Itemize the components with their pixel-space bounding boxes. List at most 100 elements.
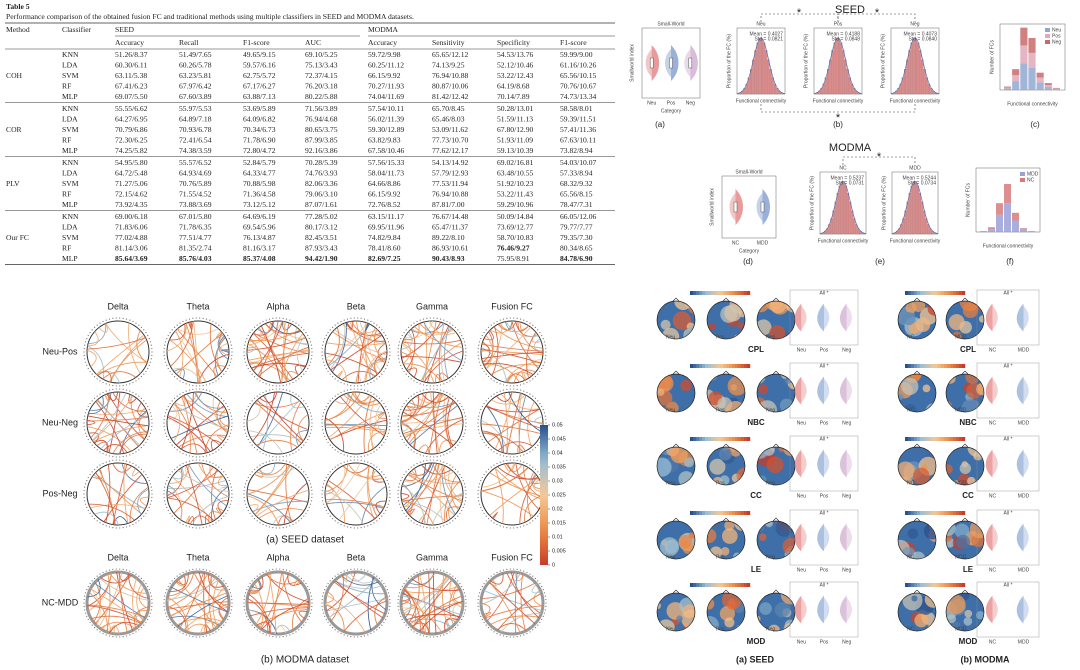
violin: [801, 451, 807, 476]
table-header: SEED: [115, 25, 135, 34]
electrode-dot: [108, 526, 111, 528]
electrode-dot: [176, 575, 178, 577]
electrode-dot: [403, 621, 405, 624]
mini-colorbar: [944, 364, 948, 368]
electrode-dot: [487, 326, 490, 328]
electrode-dot: [176, 629, 178, 631]
electrode-dot: [87, 618, 89, 621]
electrode-dot: [112, 456, 114, 458]
panel-label: (f): [1006, 257, 1014, 266]
electrode-dot: [487, 468, 490, 470]
table-cell: 69.54/5.96: [243, 222, 276, 231]
electrode-dot: [321, 493, 323, 495]
topomap-blob: [759, 602, 772, 615]
significance-label: All *: [1004, 582, 1013, 588]
chord-link: [371, 577, 387, 611]
electrode-dot: [513, 459, 515, 461]
topomap-blob: [768, 624, 780, 631]
electrode-dot: [229, 432, 232, 434]
hist-bar: [844, 59, 847, 95]
hist-xlabel: Functional connectivity: [818, 238, 869, 244]
table-cell: 53.09/11.62: [432, 125, 468, 134]
electrode-dot: [285, 635, 288, 637]
chord-link: [341, 575, 379, 586]
table-cell: 82.06/3.36: [305, 179, 338, 188]
electrode-dot: [195, 317, 197, 319]
electrode-dot: [262, 571, 264, 574]
mini-colorbar: [953, 437, 957, 441]
electrode-dot: [490, 324, 492, 326]
chord-link: [402, 576, 449, 613]
electrode-dot: [337, 451, 339, 453]
chord-link: [409, 462, 431, 476]
violin-xlabel: Category: [739, 248, 760, 254]
electrode-dot: [84, 415, 86, 417]
table-cell: 76.20/3.18: [305, 82, 338, 91]
chord-link: [432, 462, 461, 483]
table-cell: 70.14/7.89: [497, 92, 530, 101]
electrode-dot: [129, 570, 131, 572]
chord-link: [118, 571, 128, 633]
electrode-dot: [108, 635, 111, 637]
electrode-dot: [462, 588, 464, 591]
electrode-dot: [192, 317, 194, 319]
chord-link: [481, 348, 542, 364]
electrode-dot: [463, 503, 466, 505]
electrode-dot: [83, 425, 85, 428]
electrode-dot: [477, 598, 479, 601]
mini-colorbar: [944, 291, 948, 295]
electrode-dot: [244, 486, 246, 488]
hist-fit: [813, 37, 863, 94]
chord-link: [483, 363, 520, 383]
table-cell: 72.76/8.52: [368, 200, 401, 209]
row-label: NC-MDD: [42, 597, 79, 607]
mini-colorbar: [699, 364, 703, 368]
table-cell: 80.17/3.12: [305, 222, 338, 231]
electrode-dot: [407, 577, 410, 579]
electrode-dot: [534, 627, 537, 629]
electrode-dot: [223, 580, 225, 582]
mini-colorbar: [693, 583, 697, 587]
electrode-dot: [383, 621, 385, 624]
electrode-dot: [93, 577, 96, 579]
hist-name: MDD: [909, 165, 921, 171]
electrode-dot: [309, 412, 312, 414]
violin: [839, 449, 847, 478]
electrode-dot: [243, 602, 245, 604]
electrode-dot: [225, 370, 227, 373]
band-label: Delta: [107, 301, 128, 311]
electrode-dot: [373, 451, 375, 453]
colorbar-tick-label: 0.015: [552, 520, 566, 526]
chord-link: [105, 464, 111, 523]
head-outline: [945, 446, 985, 486]
mini-colorbar: [962, 364, 966, 368]
classifier-label: RF: [62, 136, 71, 145]
electrode-dot: [225, 473, 227, 476]
chord-link: [262, 395, 304, 442]
colorbar-tick-label: 0.035: [552, 464, 566, 470]
electrode-dot: [478, 609, 480, 611]
electrode-dot: [259, 451, 261, 453]
chord-link: [103, 443, 128, 453]
chord-link: [355, 320, 378, 375]
electrode-dot: [259, 631, 261, 633]
electrode-dot: [340, 391, 342, 394]
electrode-dot: [285, 569, 288, 571]
electrode-dot: [519, 389, 522, 391]
electrode-dot: [465, 602, 467, 604]
electrode-dot: [169, 473, 171, 476]
mini-colorbar: [729, 364, 733, 368]
electrode-dot: [247, 476, 249, 479]
electrode-dot: [457, 400, 459, 402]
electrode-dot: [145, 402, 147, 405]
chord-link: [421, 464, 452, 475]
electrode-dot: [292, 320, 294, 323]
mini-colorbar: [741, 364, 745, 368]
hist-stat: Std = 0.0848: [832, 36, 861, 42]
chord-link: [406, 367, 418, 378]
violin: [817, 303, 824, 332]
table-cell: 58.58/8.01: [560, 104, 593, 113]
violin: [1016, 595, 1024, 624]
topomap-blob: [963, 616, 973, 626]
table-cell: 51.92/10.23: [497, 179, 533, 188]
